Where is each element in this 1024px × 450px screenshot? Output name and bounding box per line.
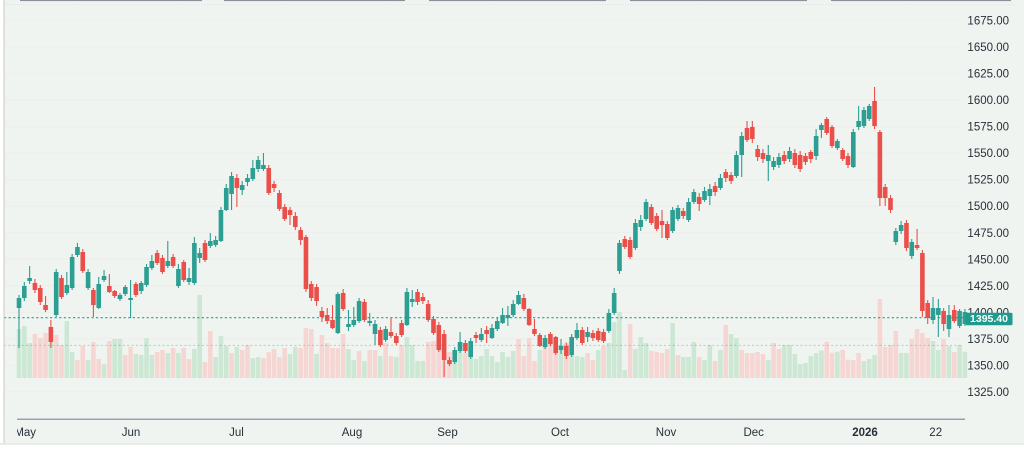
svg-text:1425.00: 1425.00	[967, 281, 1009, 293]
svg-text:22: 22	[929, 427, 942, 439]
svg-text:2026: 2026	[852, 427, 878, 439]
svg-text:Sep: Sep	[437, 427, 457, 439]
svg-text:1450.00: 1450.00	[967, 254, 1009, 266]
svg-text:Oct: Oct	[551, 427, 570, 439]
svg-text:May: May	[14, 427, 36, 439]
svg-text:1350.00: 1350.00	[967, 360, 1009, 372]
svg-text:Nov: Nov	[656, 427, 677, 439]
svg-text:1500.00: 1500.00	[967, 201, 1009, 213]
svg-text:1525.00: 1525.00	[967, 175, 1009, 187]
svg-text:1325.00: 1325.00	[967, 387, 1009, 399]
svg-text:1650.00: 1650.00	[967, 42, 1009, 54]
svg-text:1625.00: 1625.00	[967, 69, 1009, 81]
svg-text:Aug: Aug	[342, 427, 362, 439]
svg-text:1375.00: 1375.00	[967, 334, 1009, 346]
svg-text:1475.00: 1475.00	[967, 228, 1009, 240]
svg-text:1395.40: 1395.40	[970, 313, 1008, 325]
svg-text:Jun: Jun	[122, 427, 141, 439]
svg-text:Dec: Dec	[743, 427, 764, 439]
svg-text:1600.00: 1600.00	[967, 95, 1009, 107]
svg-text:1675.00: 1675.00	[967, 16, 1009, 28]
svg-text:Jul: Jul	[229, 427, 244, 439]
svg-text:1575.00: 1575.00	[967, 122, 1009, 134]
svg-text:1550.00: 1550.00	[967, 148, 1009, 160]
